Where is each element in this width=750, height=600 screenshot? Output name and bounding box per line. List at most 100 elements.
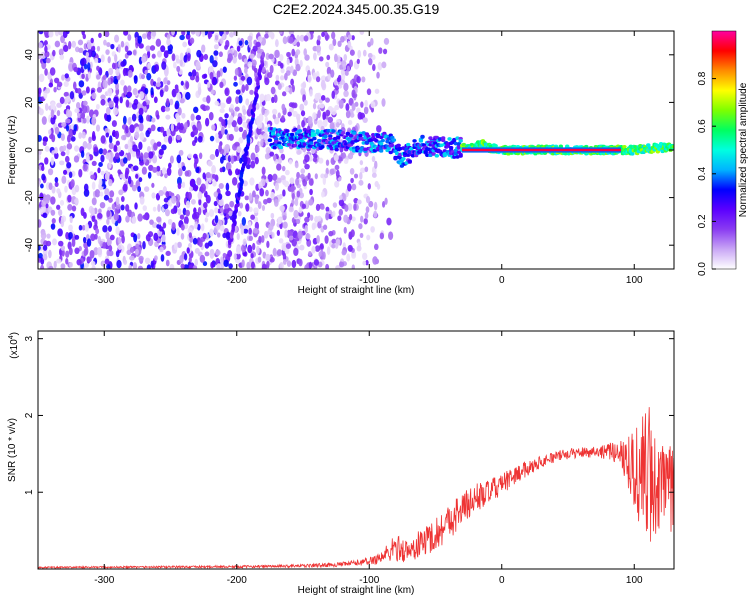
heat-cell [44, 68, 48, 76]
heat-cell [147, 171, 152, 179]
heat-cell [347, 152, 354, 160]
heat-cell [261, 106, 266, 116]
heat-cell [44, 145, 50, 152]
heat-cell [91, 181, 96, 190]
heat-cell [205, 194, 211, 204]
heat-cell [317, 35, 321, 41]
heat-cell [61, 74, 65, 81]
heat-cell [426, 147, 432, 151]
heat-cell [350, 177, 354, 184]
heat-cell [263, 230, 269, 239]
heat-cell [211, 76, 217, 86]
heat-cell [332, 210, 336, 217]
heat-cell [42, 244, 48, 251]
y-tick-label: -40 [24, 238, 35, 253]
heat-cell [211, 165, 217, 174]
heat-cell [50, 109, 55, 118]
heat-cell [247, 61, 253, 68]
heat-cell [69, 261, 73, 268]
colorbar-tick-label: 0.6 [697, 119, 708, 133]
heat-cell [83, 248, 88, 257]
heat-cell [102, 148, 108, 156]
heat-cell [452, 137, 457, 142]
heat-cell [151, 192, 156, 199]
x-tick-label: -200 [227, 575, 247, 586]
heat-cell [210, 261, 215, 269]
heat-cell [117, 44, 121, 53]
heat-cell [340, 36, 345, 43]
colorbar-gradient [711, 30, 737, 270]
heat-cell [165, 250, 171, 256]
heat-cell [338, 208, 344, 216]
heat-cell [146, 114, 151, 122]
heat-cell [208, 208, 215, 217]
heat-cell [81, 131, 86, 139]
heat-cell [138, 122, 144, 132]
heat-cell [158, 149, 164, 156]
heat-cell [128, 116, 132, 125]
heat-cell [339, 261, 345, 268]
heat-cell [119, 173, 125, 179]
heat-cell [327, 116, 334, 123]
heat-cell [97, 58, 102, 63]
heat-cell [364, 166, 369, 173]
heat-cell [290, 78, 294, 86]
heat-cell [50, 196, 56, 205]
heat-cell [104, 258, 110, 265]
heat-cell [349, 49, 355, 56]
heat-cell [248, 39, 253, 48]
heat-cell [246, 261, 251, 269]
heat-cell [252, 45, 258, 52]
heat-cell [366, 88, 372, 96]
heat-cell [349, 79, 354, 85]
heat-cell [236, 45, 241, 52]
heat-cell [179, 97, 185, 104]
heat-cell [270, 86, 276, 95]
heat-cell [198, 152, 203, 160]
heat-cell [317, 119, 323, 129]
heat-cell [237, 116, 243, 125]
heat-cell [163, 197, 169, 203]
heat-cell [297, 129, 303, 133]
heat-cell [272, 113, 277, 120]
heat-cell [142, 105, 147, 111]
heat-cell [65, 105, 71, 111]
heat-cell [163, 135, 169, 143]
heat-cell [108, 197, 113, 203]
heat-cell [660, 149, 665, 153]
heat-cell [251, 59, 257, 67]
heat-cell [288, 107, 294, 113]
heat-cell [241, 115, 246, 121]
snr-multiplier-base: (x10 [9, 339, 20, 359]
heat-cell [100, 94, 106, 100]
heat-cell [219, 225, 225, 232]
heat-cell [271, 231, 275, 239]
heat-cell [177, 241, 182, 249]
heat-cell [209, 54, 214, 64]
heat-cell [83, 63, 88, 70]
heat-cell [151, 31, 157, 37]
heat-cell [312, 102, 317, 110]
heat-cell [261, 51, 266, 58]
heat-cell [248, 227, 252, 235]
heat-cell [137, 232, 141, 240]
heat-cell [305, 233, 311, 240]
heat-cell [65, 155, 70, 163]
heat-cell [671, 144, 674, 149]
heat-cell [102, 74, 107, 81]
heat-cell [215, 249, 221, 256]
heat-cell [62, 145, 67, 152]
heat-cell [87, 41, 92, 50]
heat-cell [155, 82, 161, 88]
heat-cell [194, 247, 200, 254]
heat-cell [249, 53, 255, 59]
heat-cell [364, 99, 368, 108]
heat-cell [185, 91, 191, 100]
heat-cell [343, 82, 349, 92]
heat-cell [185, 81, 190, 89]
heat-cell [270, 212, 275, 219]
heat-cell [95, 124, 101, 132]
heat-cell [161, 61, 167, 70]
heat-cell [106, 264, 111, 269]
heat-cell [125, 215, 130, 223]
